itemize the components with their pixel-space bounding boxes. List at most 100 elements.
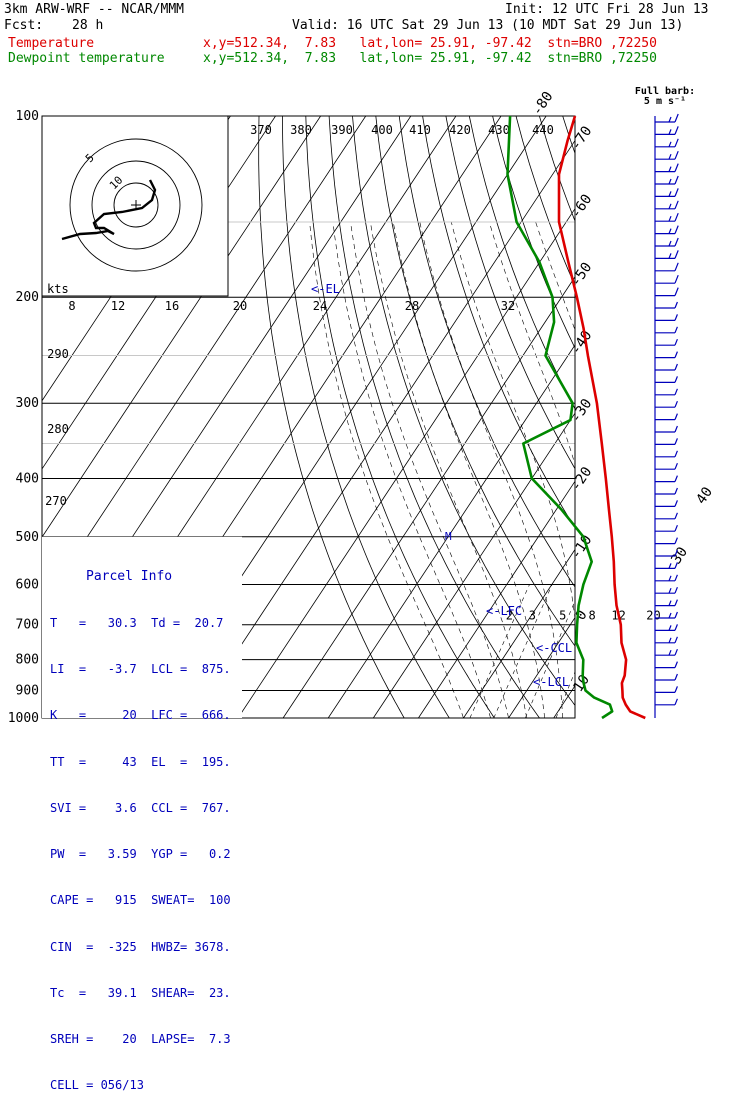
wind-barb <box>675 263 678 271</box>
wind-barb <box>675 600 677 606</box>
mixing-ratio-label: 20 <box>646 609 660 623</box>
dry-adiabat <box>586 116 740 718</box>
wind-barb <box>675 126 678 134</box>
dewpoint-location: x,y=512.34, 7.83 lat,lon= 25.91, -97.42 … <box>203 52 657 66</box>
isotherm-line <box>689 116 740 718</box>
moist-adiabat <box>653 222 685 718</box>
parcel-info-row: TT = 43 EL = 195. <box>42 755 232 770</box>
wind-barb <box>675 426 677 432</box>
hodograph-speed-label: 16 <box>165 299 179 313</box>
wind-barb <box>669 129 671 134</box>
isotherm-line <box>373 116 740 718</box>
wind-barb <box>675 188 678 196</box>
potential-temperature-label: 400 <box>371 123 393 137</box>
wind-barb <box>669 191 671 196</box>
wind-barb <box>675 352 677 358</box>
dry-adiabat <box>282 116 449 718</box>
barb-legend: 5 m s⁻¹ <box>644 96 686 107</box>
wind-barb <box>675 401 677 407</box>
wind-barb <box>669 576 671 581</box>
level-marker: <-LCL <box>533 675 569 689</box>
init-time: Init: 12 UTC Fri 28 Jun 13 <box>505 3 709 17</box>
parcel-info-row: PW = 3.59 YGP = 0.2 <box>42 847 232 862</box>
wind-barb <box>675 250 678 258</box>
pressure-tick-label: 900 <box>16 683 39 698</box>
parcel-marker: M <box>445 530 452 543</box>
hodograph-speed-label: 8 <box>68 299 75 313</box>
isotherm-line <box>328 116 726 718</box>
hodograph-units-label: kts <box>47 282 69 296</box>
hodograph-speed-label: 20 <box>233 299 247 313</box>
wind-barb <box>669 638 671 643</box>
parcel-info-row: CELL = 056/13 <box>42 1078 232 1093</box>
hodograph-speed-label: 12 <box>111 299 125 313</box>
potential-temperature-label: 440 <box>532 123 554 137</box>
wind-barb <box>675 575 677 581</box>
parcel-info-row: T = 30.3 Td = 20.7 <box>42 616 232 631</box>
dry-adiabat <box>656 116 740 718</box>
pressure-tick-label: 100 <box>16 109 39 124</box>
dry-adiabat <box>703 116 740 718</box>
wind-barb <box>675 275 678 283</box>
parcel-info-row: CIN = -325 HWBZ= 3678. <box>42 940 232 955</box>
wind-barb <box>675 686 677 692</box>
wind-barb <box>669 650 671 655</box>
wind-barb <box>675 238 678 246</box>
wind-barb <box>669 601 671 606</box>
isotherm-label: 40 <box>693 484 716 507</box>
wind-barb <box>675 438 677 444</box>
wind-barb <box>669 563 671 568</box>
wind-barb <box>675 649 677 655</box>
pressure-tick-label: 500 <box>16 530 39 545</box>
wind-barb <box>669 625 671 630</box>
dry-adiabat <box>633 116 740 718</box>
pressure-tick-label: 300 <box>16 396 39 411</box>
dry-adiabat <box>376 116 630 718</box>
wind-barb <box>669 204 671 209</box>
forecast-label: Fcst: <box>4 19 43 33</box>
dry-adiabat <box>259 116 405 718</box>
level-marker: <-CCL <box>536 641 572 655</box>
wind-barb <box>675 463 677 469</box>
isotherm-label: -40 <box>568 328 595 358</box>
parcel-info-panel: Parcel Info T = 30.3 Td = 20.7 LI = -3.7… <box>42 538 232 728</box>
dry-adiabat <box>516 116 740 718</box>
wind-barb <box>675 327 677 333</box>
dry-adiabat <box>680 116 740 718</box>
wind-barb <box>675 488 677 494</box>
wind-barb <box>675 538 677 544</box>
isotherm-line <box>644 116 740 718</box>
potential-temperature-label: 430 <box>488 123 510 137</box>
temperature-location: x,y=512.34, 7.83 lat,lon= 25.91, -97.42 … <box>203 37 657 51</box>
level-marker: <-LFC <box>486 604 522 618</box>
level-marker: <-EL <box>311 282 340 296</box>
wind-barb <box>675 612 677 618</box>
dry-adiabat <box>609 116 740 718</box>
parcel-info-row: SVI = 3.6 CCL = 767. <box>42 801 232 816</box>
potential-temperature-label: 390 <box>331 123 353 137</box>
wind-barb <box>675 699 677 705</box>
forecast-hour: 28 h <box>72 19 103 33</box>
wind-barb <box>675 674 677 680</box>
mixing-ratio-label: 3 <box>529 609 536 623</box>
wind-barb <box>669 216 671 221</box>
isotherm-label: -80 <box>529 89 556 119</box>
wind-barb <box>669 229 671 234</box>
isotherm-label: -60 <box>568 192 595 222</box>
wind-barb <box>669 117 671 122</box>
wind-barb <box>669 154 671 159</box>
wind-barb <box>675 201 678 209</box>
dry-adiabat <box>329 116 539 718</box>
wind-barb <box>669 613 671 618</box>
wind-barb <box>675 339 677 345</box>
potential-temperature-label: 420 <box>449 123 471 137</box>
potential-temperature-label: 280 <box>47 422 69 436</box>
pressure-tick-label: 200 <box>16 290 39 305</box>
parcel-info-row: LI = -3.7 LCL = 875. <box>42 662 232 677</box>
wind-barb <box>675 114 678 122</box>
potential-temperature-label: 410 <box>409 123 431 137</box>
mixing-ratio-line <box>584 584 637 718</box>
wind-barb <box>675 376 677 382</box>
parcel-info-row: Tc = 39.1 SHEAR= 23. <box>42 986 232 1001</box>
hodograph-speed-label: 32 <box>501 299 515 313</box>
